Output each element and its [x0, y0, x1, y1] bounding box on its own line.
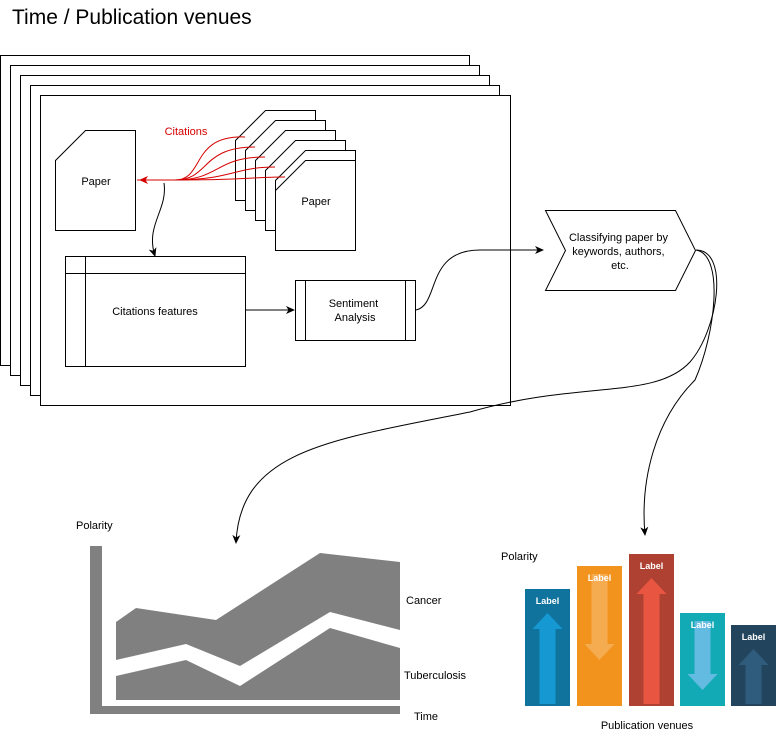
bar-label: Label [536, 596, 560, 606]
classifier-shape [544, 210, 697, 291]
bar-3: Label [629, 554, 674, 706]
arrow-up-icon [738, 649, 769, 704]
area-chart-ylabel: Polarity [76, 520, 113, 532]
bar-5: Label [731, 625, 776, 706]
citation-features-label: Citations features [112, 306, 198, 318]
edge-classifier-to-bar-chart [640, 249, 715, 536]
arrow-down-icon [584, 574, 615, 660]
bar-4: Label [680, 613, 725, 706]
sentiment-line-2: Analysis [335, 312, 376, 324]
citation-features-box [65, 256, 246, 367]
area-chart: Polarity Cancer Tuberculosis Time [76, 520, 466, 723]
bar-label: Label [691, 620, 715, 630]
edge-paper-to-features [148, 182, 165, 257]
area-label-cancer: Cancer [406, 595, 442, 607]
area-chart-xlabel: Time [414, 711, 438, 723]
bar-chart-bars: Label Label Label Label Label [525, 554, 776, 706]
bar-label: Label [588, 573, 612, 583]
paper-right-label: Paper [301, 196, 331, 208]
sentiment-label: Sentiment Analysis [329, 298, 382, 324]
citation-edges [137, 136, 286, 184]
edge-sentiment-to-classifier [415, 246, 544, 311]
area-series-tuberculosis [116, 628, 400, 700]
paper-left-shape [55, 130, 136, 231]
edge-classifier-to-area-chart [232, 249, 718, 544]
arrow-down-icon [687, 621, 718, 690]
sentiment-box [295, 280, 416, 341]
bar-1: Label [525, 589, 570, 706]
classifier-line-3: etc. [611, 260, 629, 272]
area-label-tuberculosis: Tuberculosis [404, 670, 466, 682]
bar-label: Label [742, 632, 766, 642]
bar-label: Label [640, 561, 664, 571]
bar-chart: Polarity Label Label Label Label Label Publi… [501, 551, 776, 732]
bar-chart-ylabel: Polarity [501, 551, 538, 563]
arrow-up-icon [532, 613, 563, 704]
page-title: Time / Publication venues [12, 6, 252, 29]
classifier-label: Classifying paper by keywords, authors, … [569, 232, 671, 272]
paper-right-shape [275, 160, 356, 251]
sentiment-line-1: Sentiment [329, 298, 379, 310]
bar-2: Label [577, 566, 622, 706]
arrow-up-icon [636, 578, 667, 704]
classifier-line-2: keywords, authors, [572, 246, 664, 258]
classifier-line-1: Classifying paper by [569, 232, 669, 244]
bar-chart-xlabel: Publication venues [601, 720, 694, 732]
area-series-cancer [116, 553, 400, 666]
paper-left-label: Paper [81, 176, 111, 188]
citations-label: Citations [165, 126, 208, 138]
